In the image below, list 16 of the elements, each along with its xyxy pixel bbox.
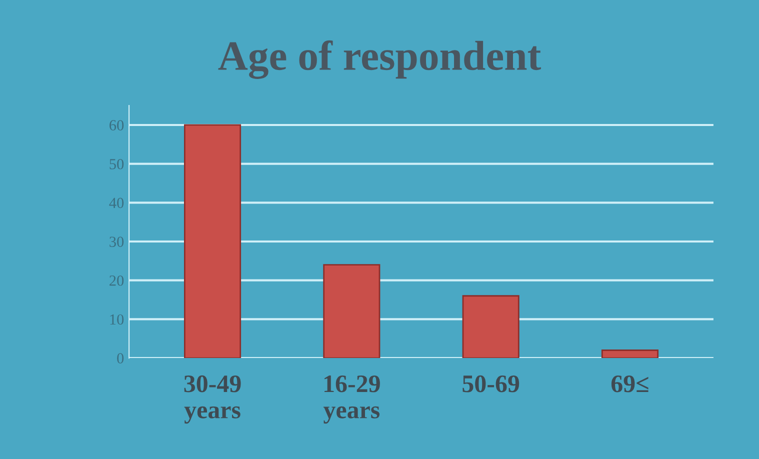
y-tick-label: 20 [110,275,124,286]
x-tick-label: 69≤ [611,375,648,392]
y-tick-label: 0 [117,353,124,364]
bar [184,124,242,358]
y-tick-label: 40 [109,198,124,208]
y-tick-label: 50 [110,158,124,170]
y-tick-label: 30 [110,236,124,247]
bar [323,264,380,358]
x-tick-label: 30-49 years [184,375,241,424]
y-tick-label: 10 [110,314,124,325]
bar [601,350,658,358]
bar [462,295,520,358]
chart-title: Age of respondent [218,40,541,79]
x-tick-label: 16-29 years [323,375,380,424]
x-tick-label: 50-69 [462,375,520,392]
y-tick-label: 60 [110,120,124,130]
